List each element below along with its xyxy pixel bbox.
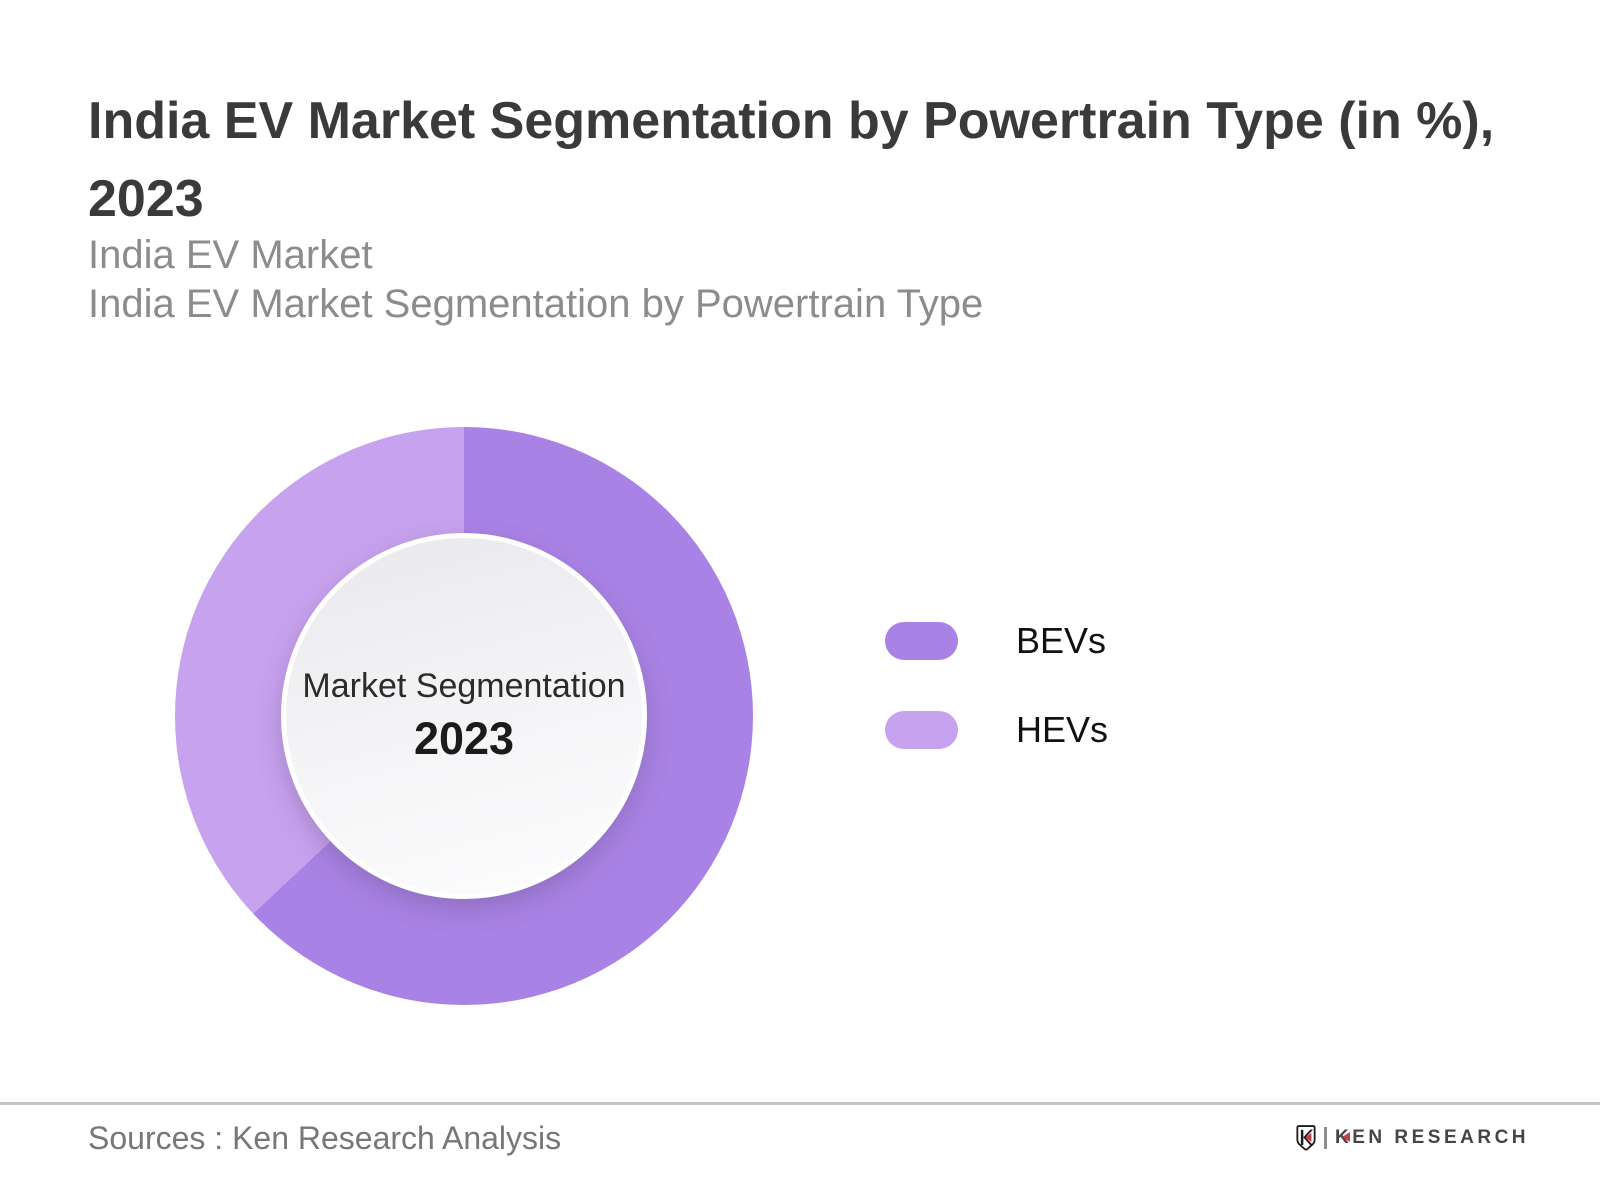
- donut-center-year: 2023: [413, 713, 515, 764]
- donut-ring: Market Segmentation 2023: [175, 427, 753, 1005]
- subtitle-line-1: India EV Market: [88, 233, 373, 277]
- brand-k-red-accent-icon: [1342, 1132, 1350, 1142]
- brand-name-text: KEN RESEARCH: [1335, 1127, 1530, 1148]
- ken-research-shield-icon: [1296, 1124, 1316, 1150]
- legend-label-bevs: BEVs: [1016, 620, 1107, 661]
- legend-label-hevs: HEVs: [1016, 709, 1109, 750]
- page-title: India EV Market Segmentation by Powertra…: [88, 82, 1518, 238]
- brand-name: KEN RESEARCH: [1335, 1127, 1529, 1149]
- page-title-line-2: 2023: [88, 170, 204, 228]
- legend-item-bevs: BEVs: [885, 620, 1108, 662]
- legend-swatch-bevs: [885, 622, 958, 660]
- legend-item-hevs: HEVs: [885, 709, 1108, 751]
- footer-divider: [0, 1102, 1600, 1105]
- ken-research-logo: KEN RESEARCH: [1296, 1122, 1529, 1154]
- donut-center-label: Market Segmentation: [302, 667, 626, 705]
- subtitle-line-2: India EV Market Segmentation by Powertra…: [88, 282, 984, 326]
- brand-divider-bar: [1324, 1127, 1327, 1149]
- chart-legend: BEVs HEVs: [885, 620, 1108, 751]
- donut-center: Market Segmentation 2023: [281, 533, 647, 899]
- sources-text: Sources : Ken Research Analysis: [88, 1120, 562, 1156]
- page-title-line-1: India EV Market Segmentation by Powertra…: [88, 92, 1495, 150]
- legend-swatch-hevs: [885, 711, 958, 749]
- page-subtitle: India EV Market India EV Market Segmenta…: [88, 231, 1518, 329]
